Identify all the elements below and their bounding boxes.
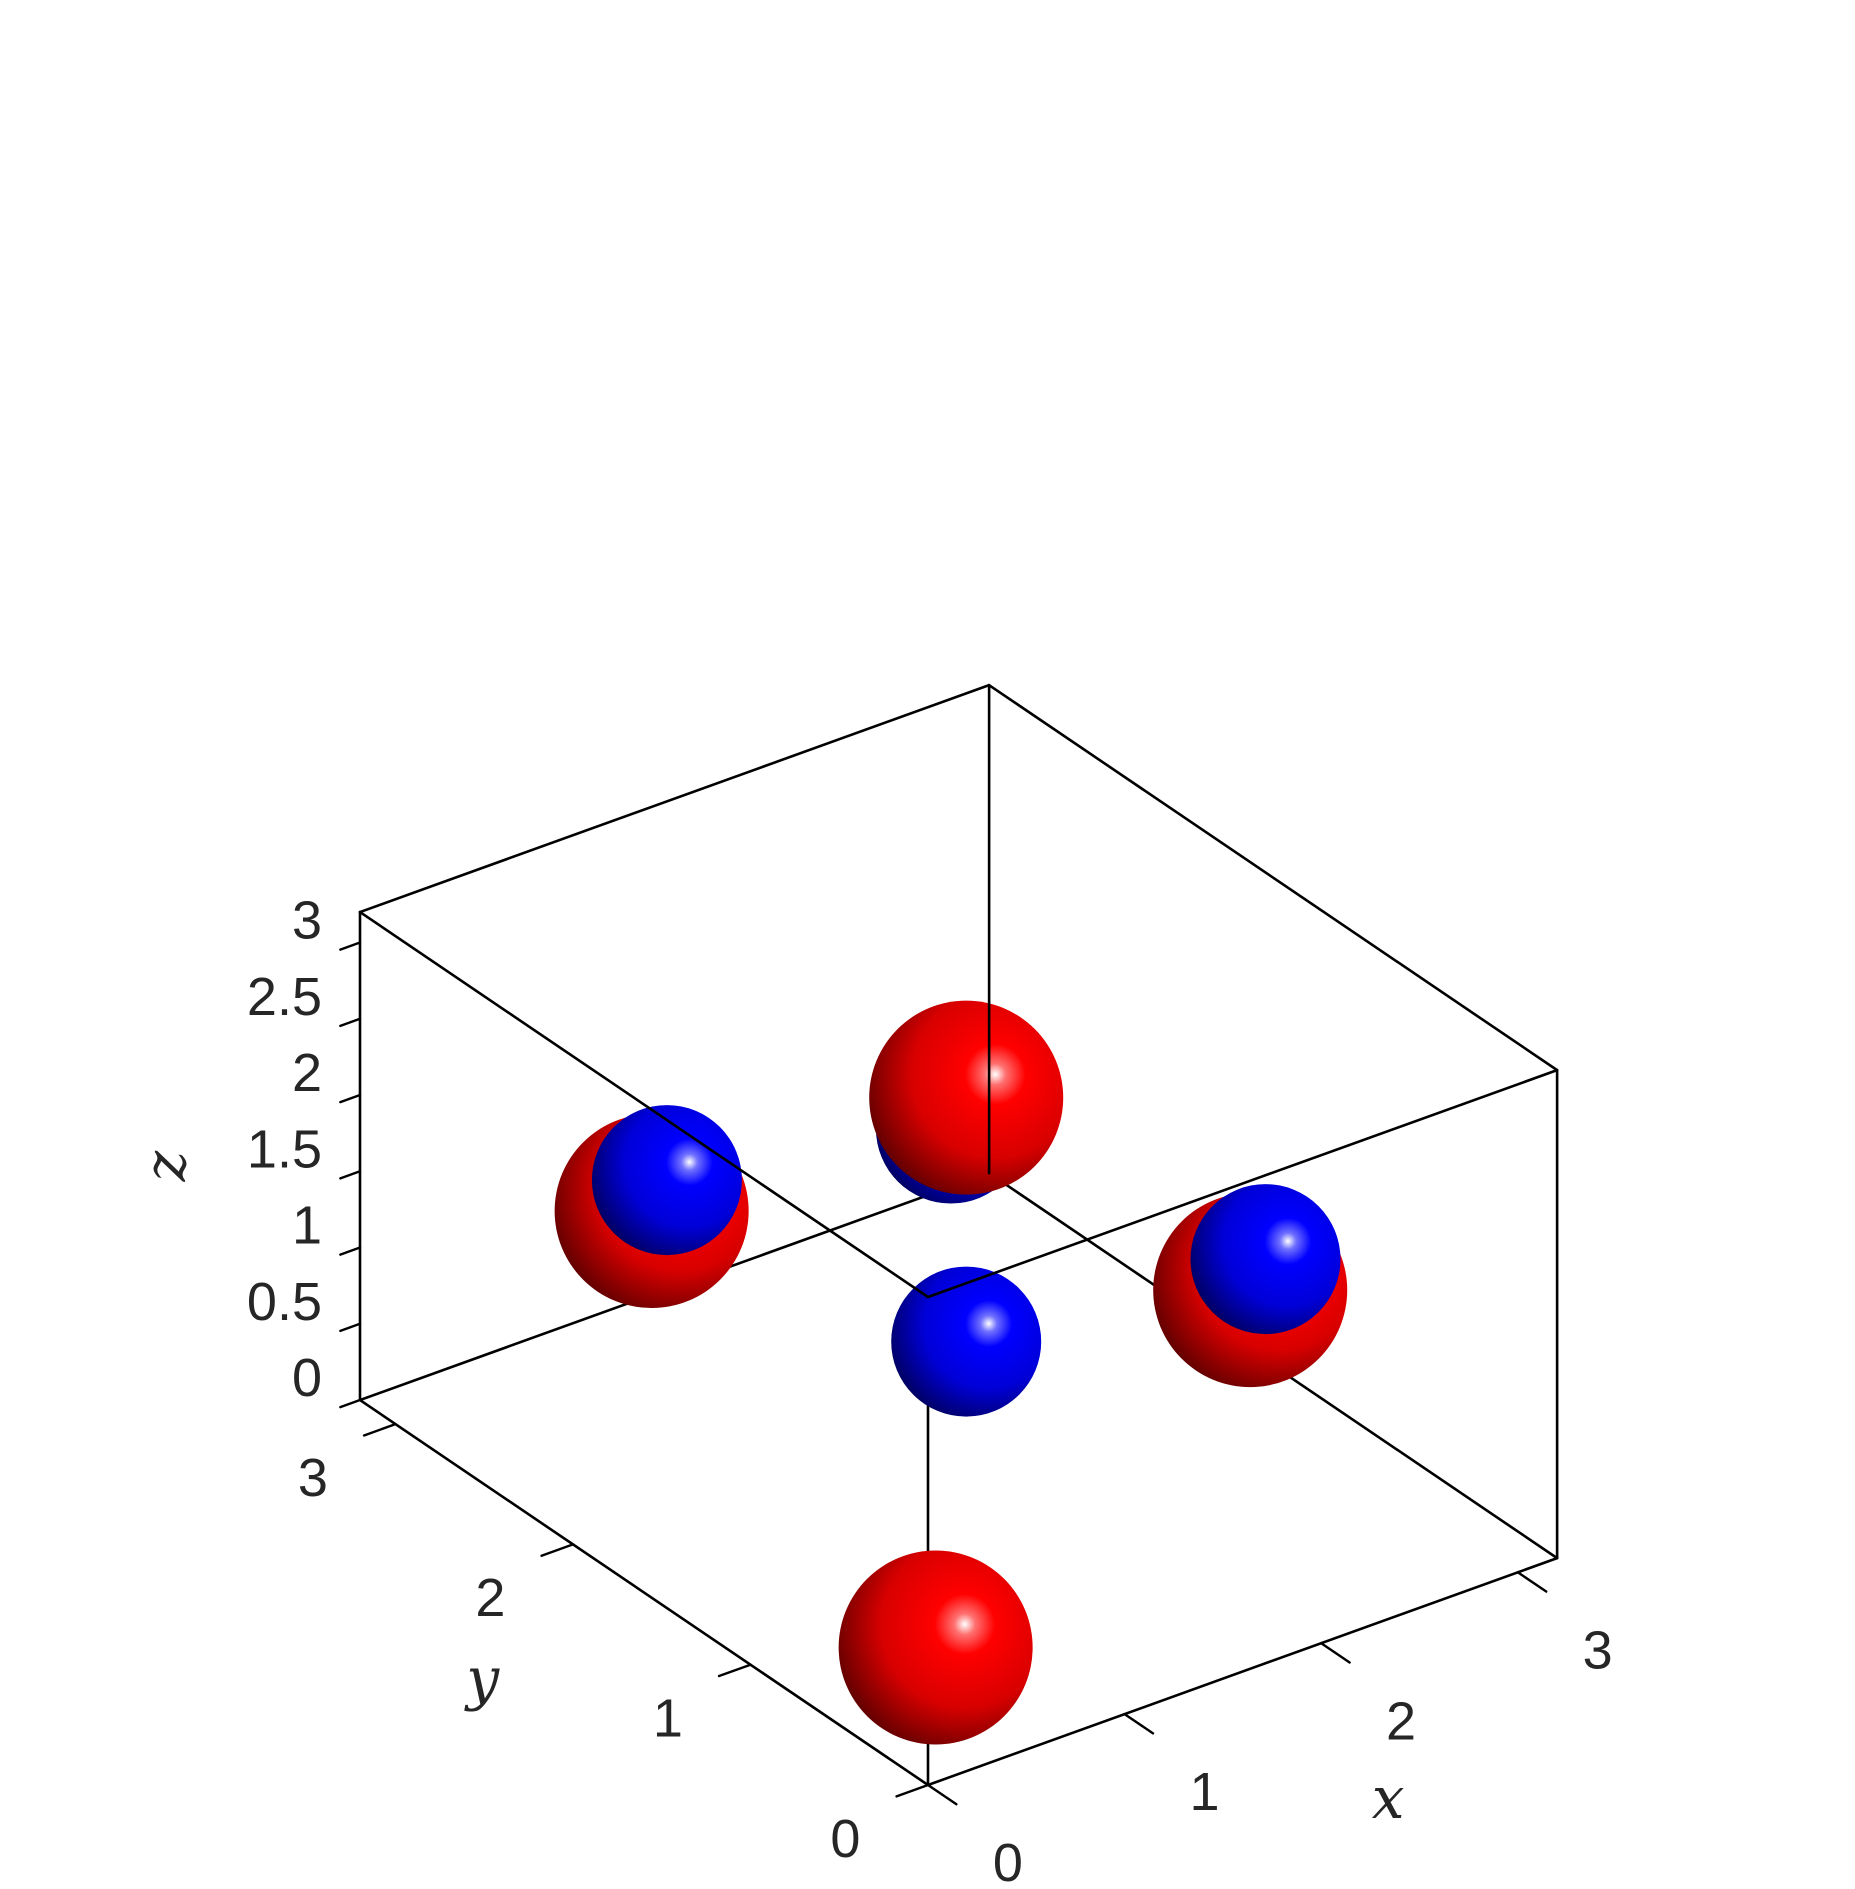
z-axis-label: z bbox=[131, 1150, 199, 1182]
y-tick-label: 0 bbox=[830, 1809, 860, 1869]
red-sphere-point bbox=[869, 1000, 1064, 1195]
z-tick bbox=[339, 1322, 362, 1333]
box-edge bbox=[926, 1556, 1559, 1787]
box-edge bbox=[926, 1068, 1559, 1299]
box-edge bbox=[987, 683, 1559, 1072]
z-tick-label: 0.5 bbox=[247, 1272, 322, 1332]
z-tick-label: 2.5 bbox=[247, 967, 322, 1027]
x-tick bbox=[1319, 1641, 1351, 1664]
z-tick bbox=[339, 1093, 362, 1104]
blue-sphere-point bbox=[591, 1105, 742, 1256]
x-tick bbox=[1123, 1712, 1155, 1735]
z-tick bbox=[339, 941, 362, 951]
x-tick-label: 1 bbox=[1189, 1762, 1219, 1822]
x-axis-label: x bbox=[1372, 1764, 1405, 1832]
box-edge bbox=[358, 910, 930, 1299]
y-tick-label: 3 bbox=[298, 1448, 328, 1508]
red-sphere-point bbox=[838, 1550, 1033, 1745]
y-tick bbox=[540, 1543, 575, 1557]
y-tick-label: 1 bbox=[653, 1688, 683, 1748]
x-tick-label: 2 bbox=[1386, 1691, 1416, 1751]
blue-sphere-point bbox=[1190, 1184, 1341, 1335]
x-tick bbox=[926, 1783, 958, 1806]
x-tick-label: 3 bbox=[1583, 1620, 1613, 1680]
box-edge bbox=[358, 1398, 930, 1787]
z-tick-label: 1 bbox=[292, 1196, 322, 1256]
z-tick-label: 2 bbox=[292, 1043, 322, 1103]
z-tick-label: 0 bbox=[292, 1348, 322, 1408]
z-tick bbox=[339, 1246, 362, 1256]
z-tick bbox=[339, 1398, 362, 1409]
box-edge bbox=[358, 683, 991, 914]
z-tick-label: 3 bbox=[292, 891, 322, 951]
x-tick bbox=[1516, 1571, 1548, 1593]
z-tick bbox=[339, 1170, 362, 1180]
x-tick-label: 0 bbox=[993, 1833, 1023, 1889]
blue-sphere-point bbox=[891, 1266, 1042, 1417]
y-tick bbox=[895, 1783, 930, 1798]
z-tick bbox=[339, 1017, 362, 1028]
y-tick bbox=[717, 1663, 752, 1678]
y-tick-label: 2 bbox=[475, 1568, 505, 1628]
z-tick-label: 1.5 bbox=[247, 1119, 322, 1179]
y-axis-label: y bbox=[463, 1645, 500, 1713]
y-tick bbox=[362, 1422, 397, 1437]
